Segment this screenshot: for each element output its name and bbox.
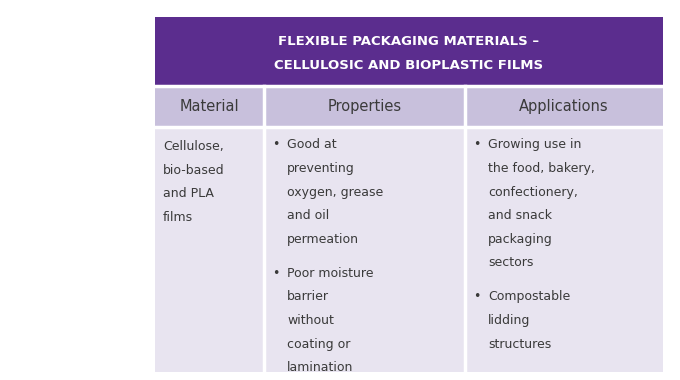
- Text: oxygen, grease: oxygen, grease: [288, 185, 384, 198]
- Text: permeation: permeation: [288, 233, 359, 245]
- Text: CELLULOSIC AND BIOPLASTIC FILMS: CELLULOSIC AND BIOPLASTIC FILMS: [275, 59, 543, 72]
- Text: films: films: [163, 211, 193, 224]
- Text: •: •: [273, 267, 279, 280]
- Text: Cellulose,: Cellulose,: [163, 140, 224, 153]
- Bar: [155, 86, 663, 127]
- Text: bio-based: bio-based: [163, 164, 225, 177]
- Text: lamination: lamination: [288, 361, 354, 374]
- Text: the food, bakery,: the food, bakery,: [488, 162, 595, 175]
- Bar: [155, 127, 663, 372]
- Text: •: •: [473, 290, 481, 303]
- Text: Growing use in: Growing use in: [488, 138, 581, 151]
- Text: structures: structures: [488, 337, 551, 350]
- Text: packaging: packaging: [488, 233, 553, 245]
- Text: confectionery,: confectionery,: [488, 185, 578, 198]
- Bar: [155, 17, 663, 86]
- Text: lidding: lidding: [488, 314, 530, 327]
- Text: sectors: sectors: [488, 256, 533, 269]
- Text: Good at: Good at: [288, 138, 337, 151]
- Text: Material: Material: [180, 99, 239, 114]
- Text: barrier: barrier: [288, 290, 329, 303]
- Text: Properties: Properties: [328, 99, 402, 114]
- Text: coating or: coating or: [288, 337, 351, 350]
- Text: and snack: and snack: [488, 209, 552, 222]
- Text: and oil: and oil: [288, 209, 330, 222]
- Text: and PLA: and PLA: [163, 187, 214, 200]
- Text: FLEXIBLE PACKAGING MATERIALS –: FLEXIBLE PACKAGING MATERIALS –: [278, 35, 540, 48]
- Text: Compostable: Compostable: [488, 290, 571, 303]
- Text: Poor moisture: Poor moisture: [288, 267, 374, 280]
- Text: •: •: [473, 138, 481, 151]
- Text: without: without: [288, 314, 335, 327]
- Text: preventing: preventing: [288, 162, 355, 175]
- Text: Applications: Applications: [519, 99, 609, 114]
- Text: •: •: [273, 138, 279, 151]
